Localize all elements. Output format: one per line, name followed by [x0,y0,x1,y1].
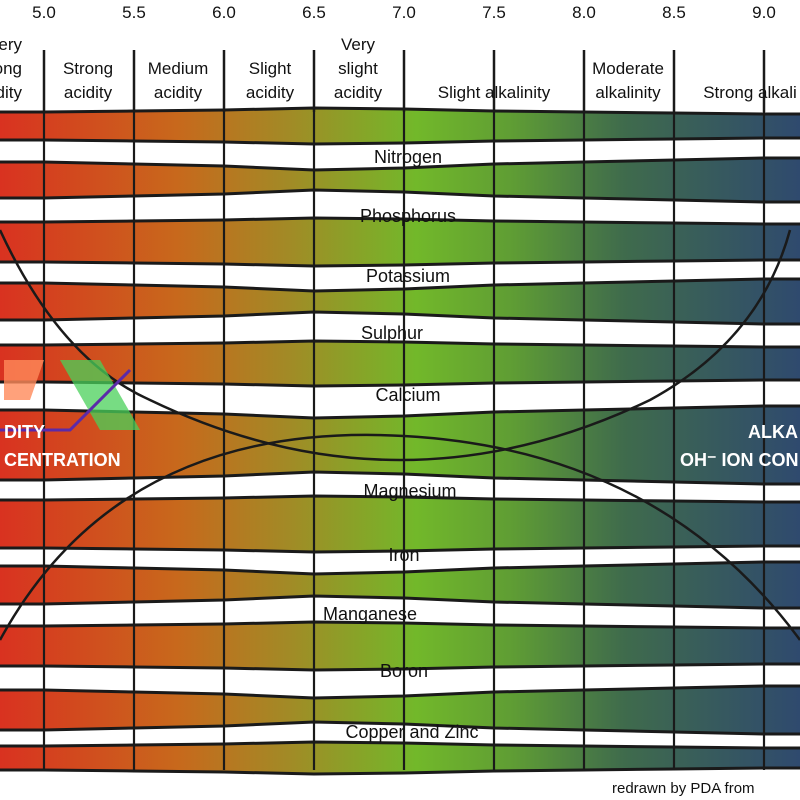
ph-category-label: acidity [64,83,113,102]
watermark-shape [60,360,140,430]
ph-category-label: acidity [246,83,295,102]
alkalinity-concentration-label: ALKA [748,422,798,442]
ph-tick-label: 8.0 [572,3,596,22]
nutrient-band [0,277,800,326]
ph-tick-label: 8.5 [662,3,686,22]
nutrient-band [0,156,800,204]
ph-category-label: Slight alkalinity [438,83,551,102]
chart-header: 5.0 5.5 6.0 6.5 7.0 7.5 8.0 8.5 9.0 ery ong idity St… [0,3,797,102]
watermark-shape [4,360,44,400]
ph-category-label: acidity [154,83,203,102]
nutrient-band [0,216,800,268]
nutrient-band [0,620,800,672]
alkalinity-concentration-label: OH⁻ ION CON [680,450,799,470]
ph-category-label: acidity [334,83,383,102]
nutrient-band [0,404,800,486]
concentration-overlay: DITY CENTRATION ALKA OH⁻ ION CON [0,360,799,470]
nutrient-band [0,684,800,736]
nutrient-band [0,106,800,146]
ph-tick-label: 9.0 [752,3,776,22]
nutrient-label: Copper and Zinc [345,722,478,742]
nutrient-bands [0,106,800,776]
credit-text: redrawn by PDA from [612,780,755,797]
nutrient-label: Nitrogen [374,147,442,167]
nutrient-label: Manganese [323,604,417,624]
nutrient-label: Iron [388,545,419,565]
ph-category-label: Medium [148,59,208,78]
ph-category-label: ong [0,59,22,78]
ph-category-label: Moderate [592,59,664,78]
ph-tick-label: 6.0 [212,3,236,22]
ph-category-label: idity [0,83,22,102]
nutrient-labels: Nitrogen Phosphorus Potassium Sulphur Calciu… [323,147,479,742]
column-dividers [42,50,766,770]
ph-tick-label: 7.5 [482,3,506,22]
nutrient-label: Boron [380,661,428,681]
nutrient-band [0,494,800,554]
ph-tick-label: 7.0 [392,3,416,22]
acidity-concentration-label: DITY [4,422,45,442]
ph-category-label: slight [338,59,378,78]
watermark-line [0,368,132,432]
nutrient-band [0,560,800,610]
nutrient-band [0,740,800,776]
nutrient-label: Calcium [375,385,440,405]
ph-category-label: Slight [249,59,292,78]
ph-category-label: Strong [63,59,113,78]
ph-tick-label: 5.5 [122,3,146,22]
ph-tick-label: 6.5 [302,3,326,22]
ph-category-label: Very [341,35,376,54]
acidity-concentration-label: CENTRATION [4,450,121,470]
acidity-curve [0,229,792,462]
nutrient-label: Potassium [366,266,450,286]
nutrient-label: Phosphorus [360,206,456,226]
ph-category-label: Strong alkali [703,83,797,102]
ph-category-label: alkalinity [595,83,661,102]
nutrient-label: Sulphur [361,323,423,343]
nutrient-band [0,339,800,388]
ph-tick-label: 5.0 [32,3,56,22]
nutrient-label: Magnesium [363,481,456,501]
ph-category-label: ery [0,35,22,54]
